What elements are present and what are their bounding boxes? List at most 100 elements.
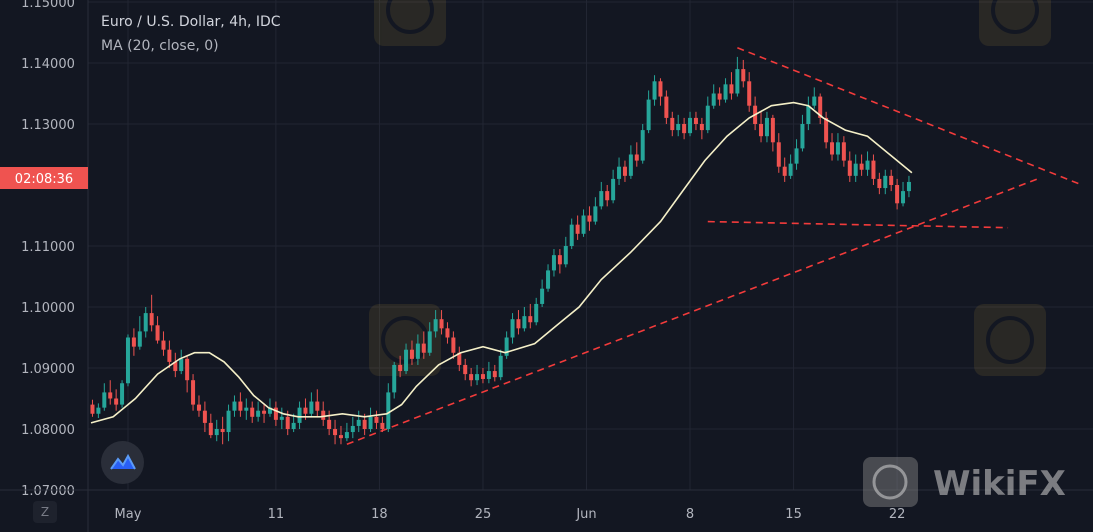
candle-body-113 bbox=[759, 124, 764, 137]
candle-body-67 bbox=[486, 371, 491, 379]
time-tick-label-4: Jun bbox=[575, 507, 596, 522]
candle-body-124 bbox=[824, 117, 829, 143]
candle-body-98 bbox=[670, 117, 675, 131]
candle-body-32 bbox=[279, 416, 284, 420]
candle-body-95 bbox=[652, 81, 657, 100]
candle-body-93 bbox=[640, 130, 645, 161]
wikifx-logo-icon bbox=[863, 457, 918, 507]
candle-body-29 bbox=[262, 410, 267, 414]
symbol-title[interactable]: Euro / U.S. Dollar, 4h, IDC bbox=[101, 14, 281, 30]
chart-grid bbox=[88, 0, 1093, 491]
price-badge-text: 02:08:36 bbox=[15, 172, 73, 187]
candle-body-53 bbox=[404, 349, 409, 372]
candle-body-114 bbox=[764, 117, 769, 137]
candle-body-49 bbox=[380, 422, 385, 429]
candle-body-75 bbox=[534, 303, 539, 323]
candle-body-88 bbox=[611, 178, 616, 201]
candle-body-96 bbox=[658, 81, 663, 97]
candle-body-26 bbox=[244, 407, 249, 411]
candle-body-7 bbox=[131, 337, 136, 347]
candle-body-89 bbox=[617, 166, 622, 179]
candle-body-87 bbox=[605, 191, 610, 201]
price-tick-label-3: 1.11000 bbox=[21, 240, 75, 255]
candle-body-42 bbox=[338, 435, 343, 439]
candle-body-13 bbox=[167, 349, 172, 362]
candle-body-97 bbox=[664, 96, 669, 118]
candle-body-92 bbox=[634, 154, 639, 161]
ma-study-label[interactable]: MA (20, close, 0) bbox=[101, 38, 219, 54]
candle-body-52 bbox=[398, 364, 403, 372]
candle-body-79 bbox=[557, 255, 562, 265]
candle-body-102 bbox=[693, 117, 698, 124]
candle-body-90 bbox=[622, 166, 627, 176]
candle-body-15 bbox=[179, 358, 184, 372]
candle-body-62 bbox=[457, 352, 462, 365]
candle-body-25 bbox=[238, 401, 243, 411]
watermark-seal-ring-2 bbox=[386, 0, 434, 34]
candle-body-108 bbox=[729, 84, 734, 94]
candle-body-115 bbox=[770, 117, 775, 143]
candle-body-18 bbox=[196, 404, 201, 411]
candle-body-17 bbox=[191, 380, 196, 405]
watermark-seal-ring-1 bbox=[986, 316, 1034, 364]
watermark-seal-bg-2 bbox=[374, 0, 446, 46]
candle-body-120 bbox=[800, 124, 805, 149]
candle-body-101 bbox=[688, 117, 693, 134]
candle-body-45 bbox=[356, 419, 361, 426]
candle-body-55 bbox=[415, 343, 420, 359]
candle-body-94 bbox=[646, 99, 651, 131]
candle-body-123 bbox=[818, 96, 823, 118]
price-axis[interactable]: 1.15000 1.14000 1.13000 1.11000 1.10000 1.090… bbox=[21, 0, 89, 532]
time-axis[interactable]: May 11 18 25 Jun 8 15 22 bbox=[0, 489, 1093, 522]
candle-body-111 bbox=[747, 81, 752, 106]
candle-body-128 bbox=[847, 160, 852, 176]
candle-body-99 bbox=[676, 124, 681, 131]
candle-body-16 bbox=[185, 358, 190, 381]
candle-body-103 bbox=[699, 124, 704, 131]
candle-body-73 bbox=[522, 316, 527, 329]
timezone-button[interactable]: Z bbox=[33, 501, 57, 523]
tradingview-logo-icon[interactable] bbox=[101, 441, 144, 484]
price-tick-label-4: 1.10000 bbox=[21, 301, 75, 316]
candle-body-4 bbox=[114, 398, 119, 405]
candle-body-84 bbox=[587, 215, 592, 222]
price-tick-label-1: 1.14000 bbox=[21, 57, 75, 72]
wikifx-text: WikiFX bbox=[933, 464, 1066, 504]
candle-body-3 bbox=[108, 392, 113, 399]
candle-body-106 bbox=[717, 93, 722, 100]
candle-body-109 bbox=[735, 69, 740, 94]
candle-body-133 bbox=[877, 178, 882, 189]
candle-body-83 bbox=[581, 215, 586, 234]
trendlines[interactable] bbox=[346, 47, 1083, 445]
candle-body-104 bbox=[705, 105, 710, 131]
candle-body-116 bbox=[776, 142, 781, 167]
candle-body-66 bbox=[480, 374, 485, 379]
candle-body-22 bbox=[220, 429, 225, 433]
candle-body-122 bbox=[812, 96, 817, 106]
candle-body-20 bbox=[208, 422, 213, 436]
candle-body-85 bbox=[593, 206, 598, 222]
candle-body-132 bbox=[871, 160, 876, 179]
candle-body-60 bbox=[445, 328, 450, 338]
candle-body-131 bbox=[865, 160, 870, 170]
candle-body-58 bbox=[433, 319, 438, 332]
candle-body-138 bbox=[906, 181, 911, 192]
price-tick-label-6: 1.08000 bbox=[21, 423, 75, 438]
price-tick-label-5: 1.09000 bbox=[21, 362, 75, 377]
candle-body-6 bbox=[125, 337, 130, 384]
candle-body-34 bbox=[291, 422, 296, 429]
candle-body-100 bbox=[682, 124, 687, 134]
candle-body-38 bbox=[315, 401, 320, 411]
candle-body-0 bbox=[90, 404, 95, 414]
candle-body-21 bbox=[214, 429, 219, 436]
candle-body-11 bbox=[155, 325, 160, 341]
price-tick-label-7: 1.07000 bbox=[21, 484, 75, 499]
candle-body-80 bbox=[563, 246, 568, 265]
watermark-seal-bg-3 bbox=[979, 0, 1051, 46]
price-badge: 02:08:36 bbox=[0, 167, 88, 189]
candle-body-27 bbox=[250, 407, 255, 417]
candle-body-47 bbox=[368, 416, 373, 429]
candle-body-72 bbox=[516, 319, 521, 329]
candle-body-130 bbox=[859, 163, 864, 170]
